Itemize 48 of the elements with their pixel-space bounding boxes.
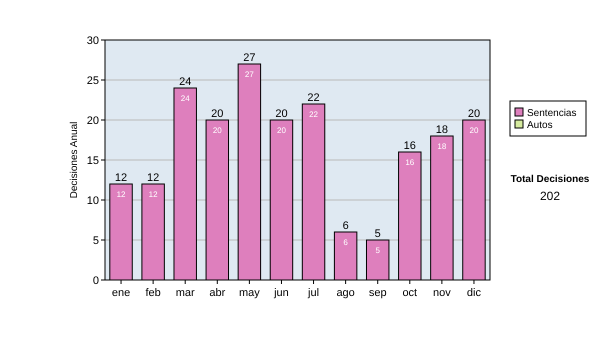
x-tick-label: ene xyxy=(112,287,130,299)
total-label: 12 xyxy=(114,172,128,184)
data-label: 22 xyxy=(309,110,319,119)
data-label: 12 xyxy=(116,190,126,199)
data-label: 20 xyxy=(277,126,286,135)
data-label: 20 xyxy=(470,126,479,135)
y-tick-label: 5 xyxy=(92,235,99,247)
total-label: 24 xyxy=(179,76,192,88)
x-tick-label: jul xyxy=(307,287,320,299)
total-label: 6 xyxy=(342,220,349,232)
total-label: 12 xyxy=(147,172,160,184)
y-tick-label: 0 xyxy=(92,275,99,287)
x-tick-label: oct xyxy=(402,287,418,299)
data-label: 27 xyxy=(244,70,254,79)
x-tick-label: abr xyxy=(209,287,226,299)
x-tick-label: ago xyxy=(336,287,355,299)
data-label: 18 xyxy=(437,142,447,151)
total-label: 18 xyxy=(436,124,448,136)
x-tick-label: jun xyxy=(273,287,289,299)
text: 202 xyxy=(540,189,560,203)
data-label: 12 xyxy=(148,190,158,199)
y-tick-label: 25 xyxy=(86,75,99,87)
x-tick-label: mar xyxy=(176,287,196,299)
y-tick-label: 10 xyxy=(86,195,99,207)
x-tick-label: feb xyxy=(145,287,161,299)
legend-label: Autos xyxy=(527,120,553,131)
y-tick-label: 20 xyxy=(86,115,99,127)
data-label: 20 xyxy=(212,126,222,135)
x-tick-label: sep xyxy=(368,287,387,299)
text: Total Decisiones xyxy=(510,174,590,185)
data-label: 24 xyxy=(180,94,190,103)
data-label: 5 xyxy=(375,246,380,255)
y-tick-label: 30 xyxy=(86,35,99,47)
total-label: 16 xyxy=(404,140,416,152)
total-label: 20 xyxy=(275,108,288,120)
legend-label: Sentencias xyxy=(527,108,576,119)
total-label: 5 xyxy=(374,228,381,240)
x-tick-label: nov xyxy=(433,287,452,299)
total-label: 20 xyxy=(468,108,480,120)
x-tick-label: dic xyxy=(466,287,482,299)
total-label: 22 xyxy=(307,92,320,104)
data-label: 16 xyxy=(405,158,415,167)
y-tick-label: 15 xyxy=(86,155,99,167)
x-tick-label: may xyxy=(238,287,260,299)
y-axis-title: Decisiones Anual xyxy=(69,122,80,198)
data-label: 6 xyxy=(343,238,348,247)
total-label: 20 xyxy=(211,108,224,120)
total-label: 27 xyxy=(243,52,256,64)
